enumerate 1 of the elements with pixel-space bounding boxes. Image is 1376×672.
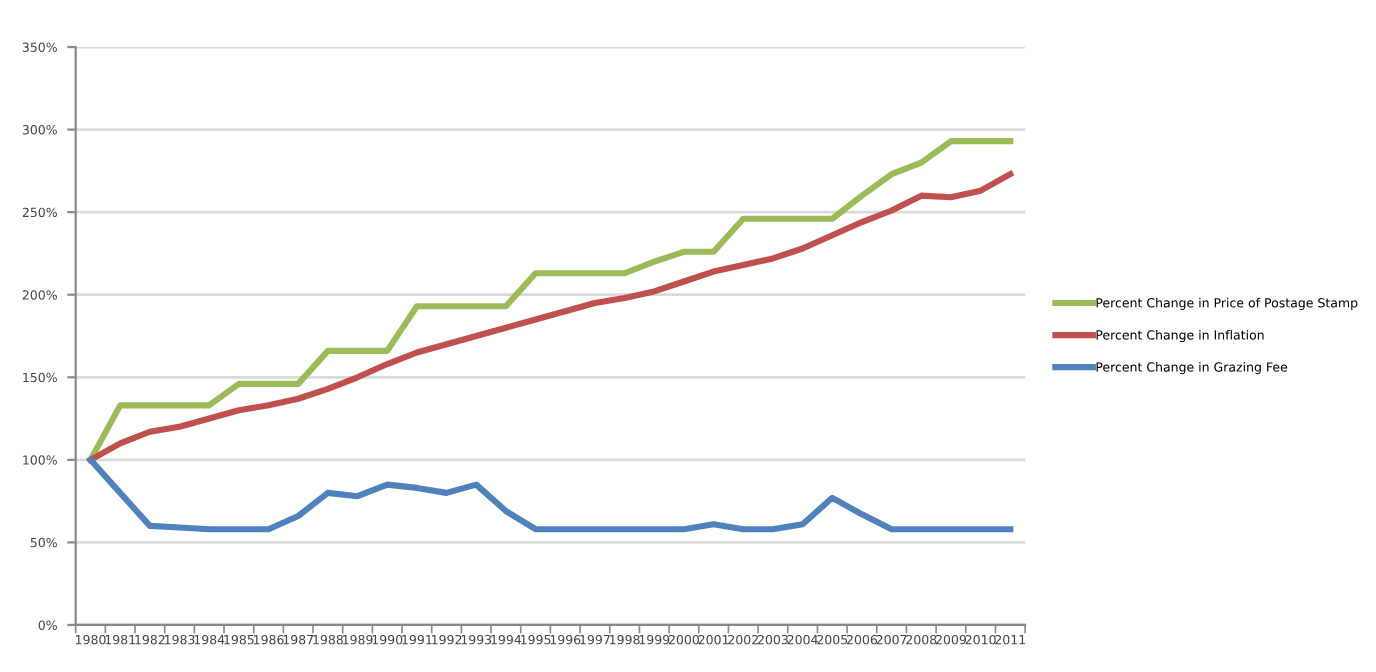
line-series [87, 456, 1014, 533]
